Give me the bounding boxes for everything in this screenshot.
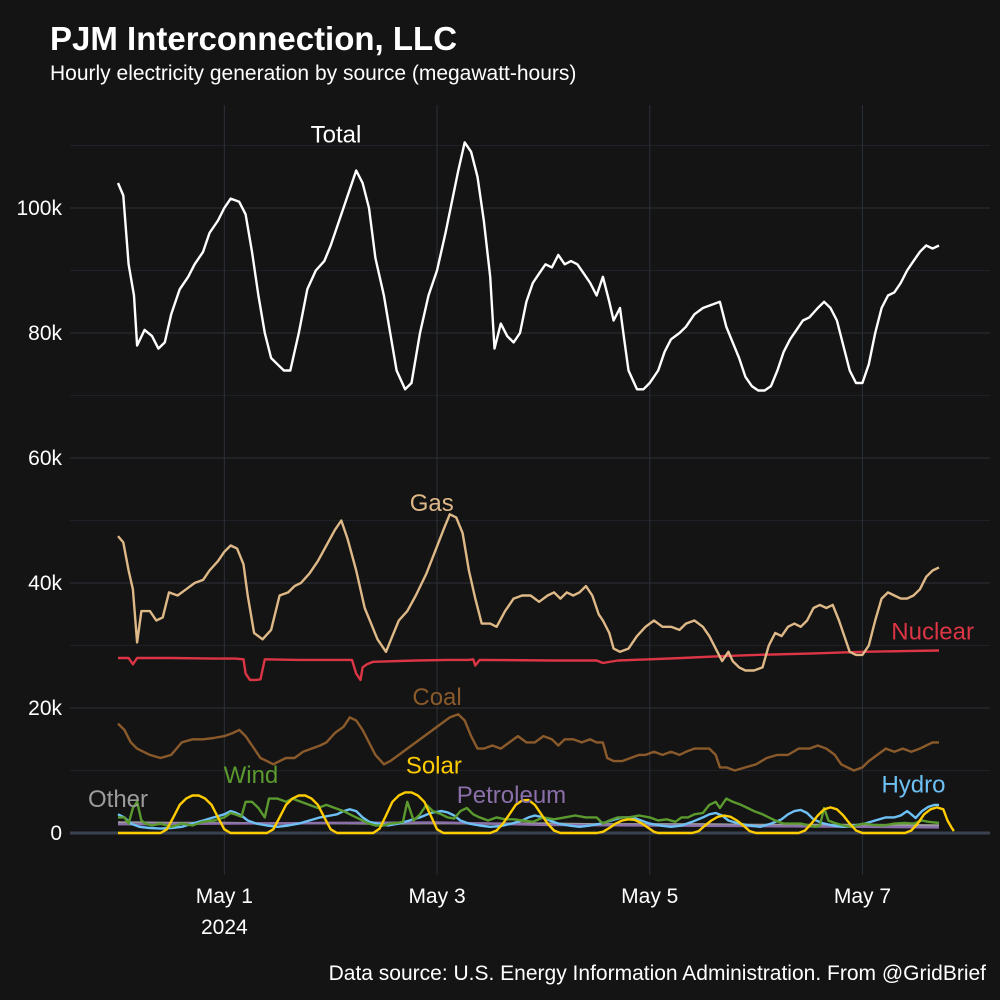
data-source-caption: Data source: U.S. Energy Information Adm…: [328, 962, 986, 985]
x-tick-label: May 7: [834, 885, 891, 908]
series-line-coal: [117, 713, 939, 772]
y-tick-label: 80k: [28, 322, 62, 345]
series-label-petroleum: Petroleum: [457, 782, 566, 809]
series-line-gas: [117, 513, 940, 672]
series-label-solar: Solar: [406, 753, 462, 780]
series-layer: [116, 141, 955, 835]
x-tick-label: May 1: [196, 885, 253, 908]
y-tick-label: 40k: [28, 572, 62, 595]
y-tick-label: 0: [50, 822, 62, 845]
grid-layer: [70, 105, 990, 875]
series-label-wind: Wind: [224, 762, 279, 789]
series-label-other: Other: [88, 786, 148, 813]
series-line-solar: [118, 791, 955, 835]
series-line-wind: [118, 797, 940, 828]
series-label-hydro: Hydro: [881, 771, 945, 798]
series-line-nuclear: [118, 649, 940, 682]
series-label-gas: Gas: [410, 490, 454, 517]
y-tick-label: 100k: [16, 197, 62, 220]
series-label-nuclear: Nuclear: [891, 618, 974, 645]
chart-title: PJM Interconnection, LLC: [50, 20, 458, 57]
series-label-total: Total: [311, 121, 362, 148]
x-tick-label: May 3: [408, 885, 465, 908]
y-tick-label: 20k: [28, 697, 62, 720]
x-tick-label: May 5: [621, 885, 678, 908]
x-tick-sublabel: 2024: [201, 916, 248, 939]
series-line-total: [116, 141, 940, 392]
axis-layer: 0 20k 40k 60k 80k 100k May 1 2024 May 3 May 5 May …: [16, 197, 891, 939]
series-label-coal: Coal: [412, 684, 461, 711]
series-line-hydro: [117, 803, 939, 830]
y-tick-label: 60k: [28, 447, 62, 470]
chart-subtitle: Hourly electricity generation by source …: [50, 62, 577, 85]
